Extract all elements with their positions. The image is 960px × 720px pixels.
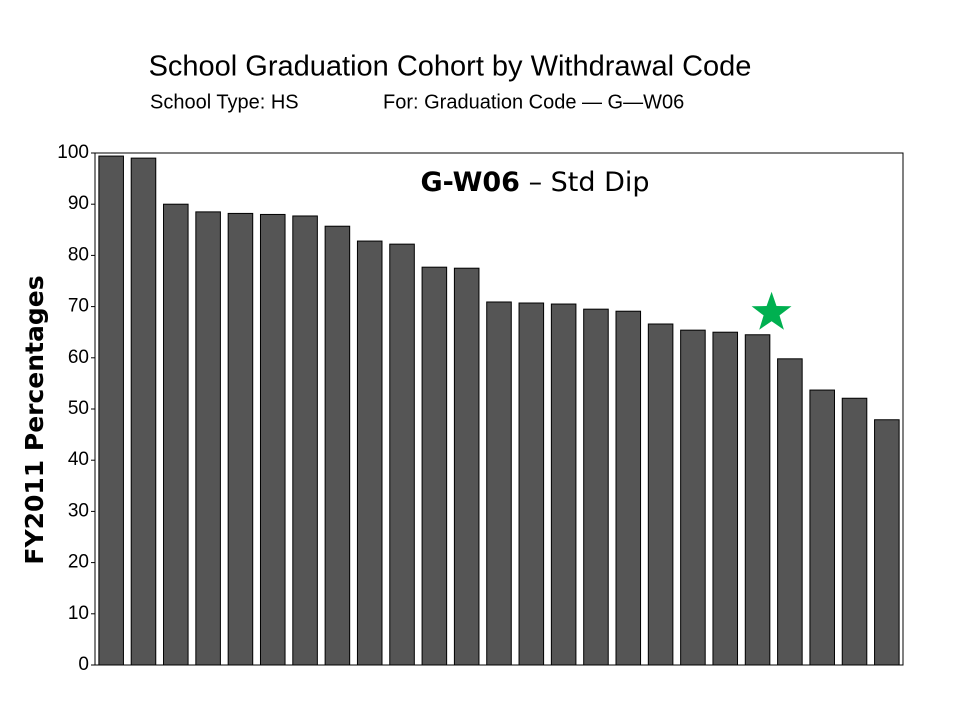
y-tick-label: 100 [57, 142, 89, 163]
bar [292, 215, 318, 666]
bar [712, 331, 739, 666]
bar [324, 225, 351, 666]
bar [647, 323, 674, 666]
bar [615, 310, 642, 666]
annotation-bold: G-W06 [420, 167, 520, 198]
bar [583, 308, 609, 666]
bar [356, 240, 383, 666]
y-tick-label: 10 [68, 603, 89, 624]
y-tick-label: 70 [68, 296, 89, 317]
chart-title: School Graduation Cohort by Withdrawal C… [149, 51, 752, 83]
y-tick-label: 80 [68, 244, 89, 265]
bar [389, 243, 415, 666]
highlight-star [751, 291, 792, 330]
y-axis-label: FY2011 Percentages [20, 275, 49, 564]
bar [259, 213, 286, 666]
bar [744, 334, 771, 666]
bar [518, 302, 545, 666]
bar [550, 303, 577, 666]
y-tick-label: 40 [68, 449, 89, 470]
bar [130, 157, 157, 666]
bar [227, 212, 254, 666]
y-tick-label: 20 [68, 552, 89, 573]
y-tick-label: 30 [68, 500, 89, 521]
bar [777, 358, 803, 666]
bar [453, 267, 480, 666]
bar [421, 266, 448, 666]
annotation: G-W06 – Std Dip [420, 167, 649, 198]
y-tick-label: 50 [68, 398, 89, 419]
bar [841, 397, 868, 666]
bar [163, 203, 189, 666]
y-tick-label: 0 [78, 654, 89, 675]
y-tick-label: 60 [68, 347, 89, 368]
chart-subtitle: For: Graduation Code — G—W06 [383, 91, 684, 113]
bar [195, 211, 221, 666]
bar [874, 419, 900, 666]
chart-subtitle: School Type: HS [150, 91, 299, 113]
y-tick-label: 90 [68, 193, 89, 214]
annotation-text: – Std Dip [529, 167, 650, 198]
bar [680, 329, 706, 666]
bar [809, 389, 835, 666]
bar [486, 301, 512, 666]
bar [98, 155, 124, 666]
